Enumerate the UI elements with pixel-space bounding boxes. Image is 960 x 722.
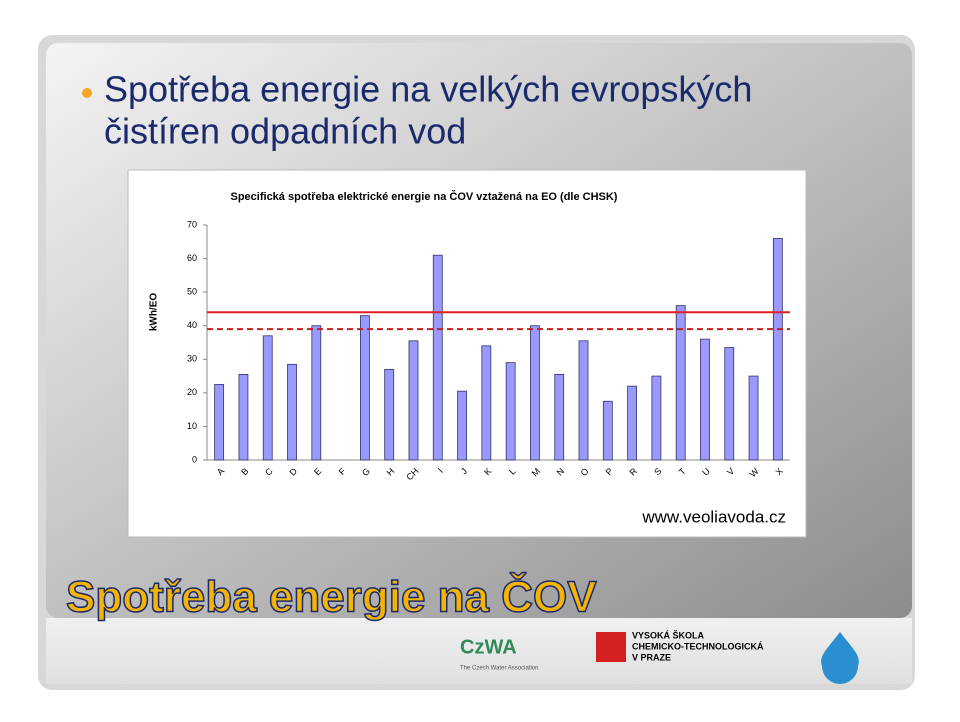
- logo-drop: [821, 632, 859, 684]
- y-tick-label: 20: [187, 387, 197, 397]
- bar: [262, 335, 273, 461]
- bar: [748, 375, 759, 461]
- y-tick-label: 60: [187, 253, 197, 263]
- slide-title: Spotřeba energie na velkých evropských: [104, 69, 752, 110]
- y-tick-label: 40: [187, 320, 197, 330]
- x-tick-label: F: [337, 466, 348, 477]
- chart-title: Specifická spotřeba elektrické energie n…: [231, 190, 618, 203]
- x-tick-label: K: [482, 466, 493, 477]
- bullet: [82, 88, 92, 98]
- bar: [311, 325, 322, 461]
- chart-box: [127, 169, 807, 538]
- bar: [627, 385, 638, 461]
- bar: [602, 400, 613, 461]
- bar: [700, 338, 710, 461]
- heading: Spotřeba energie na ČOV: [66, 571, 597, 622]
- bar: [214, 384, 225, 461]
- x-tick-label: B: [239, 466, 250, 477]
- x-tick-label: A: [215, 466, 226, 477]
- bar: [578, 340, 589, 461]
- bar: [432, 254, 443, 461]
- logo-czwa-sub: The Czech Water Association: [460, 666, 538, 672]
- bar: [287, 363, 297, 461]
- bar: [530, 325, 540, 461]
- x-tick-label: J: [459, 466, 469, 476]
- x-tick-label: N: [555, 466, 567, 478]
- slide-title: čistíren odpadních vod: [104, 111, 466, 152]
- x-tick-label: U: [700, 466, 712, 478]
- x-tick-label: T: [677, 466, 688, 477]
- bar: [384, 368, 395, 461]
- x-tick-label: P: [604, 466, 615, 477]
- y-tick-label: 70: [187, 219, 197, 229]
- x-tick-label: S: [652, 466, 663, 477]
- logo-czwa: CzWA: [460, 636, 517, 658]
- y-axis-label: kWh/EO: [149, 293, 160, 332]
- bar: [505, 362, 516, 461]
- bar: [457, 390, 467, 461]
- bar: [359, 315, 370, 461]
- x-tick-label: E: [312, 466, 323, 477]
- footer: [46, 618, 912, 684]
- bar: [238, 373, 249, 461]
- y-tick-label: 30: [187, 354, 197, 364]
- x-tick-label: X: [774, 466, 785, 477]
- bar: [481, 345, 492, 461]
- bar: [554, 373, 565, 461]
- bar: [651, 375, 662, 461]
- y-tick-label: 10: [187, 421, 197, 431]
- x-tick-label: V: [725, 466, 736, 477]
- y-tick-label: 50: [187, 287, 197, 297]
- logo-vscht: CHEMICKO-TECHNOLOGICKÁ: [632, 641, 764, 651]
- logo-vscht: V PRAZE: [632, 652, 671, 662]
- bar: [675, 305, 686, 461]
- source: www.veoliavoda.cz: [641, 507, 786, 526]
- x-tick-label: H: [385, 466, 397, 478]
- logo-vscht-mark: [596, 632, 626, 662]
- bar: [772, 238, 783, 461]
- logo-vscht: VYSOKÁ ŠKOLA: [632, 629, 705, 640]
- y-tick-label: 0: [192, 454, 197, 464]
- x-tick-label: L: [507, 466, 518, 477]
- bar: [408, 340, 419, 461]
- x-tick-label: I: [436, 466, 445, 475]
- bar: [724, 347, 735, 461]
